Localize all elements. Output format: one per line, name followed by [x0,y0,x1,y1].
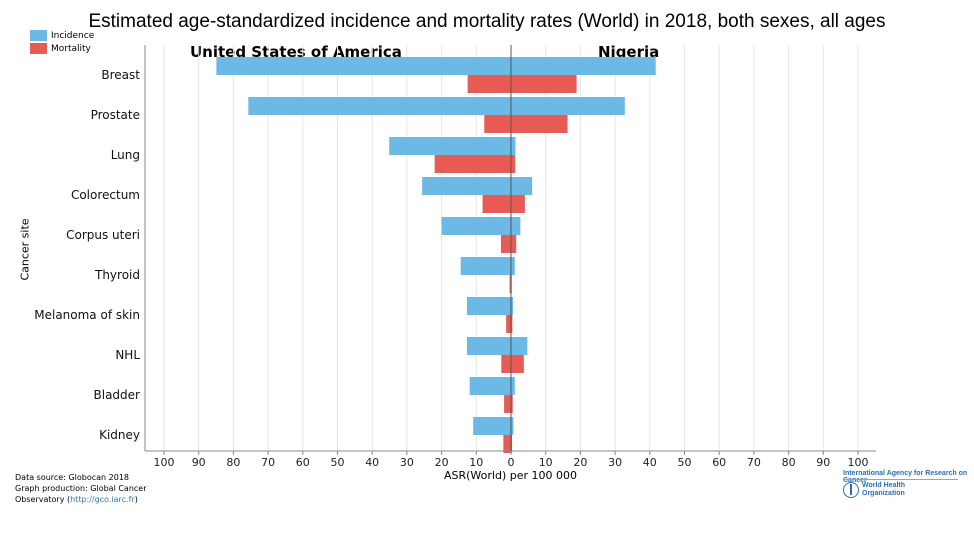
x-tick-label: 10 [539,456,553,469]
bar-incidence-prostate [248,97,625,115]
bar-mortality-kidney [503,435,513,453]
bar-mortality-prostate [484,115,568,133]
legend-swatch-incidence [30,30,47,41]
x-tick-label: 90 [192,456,206,469]
x-tick-label: 40 [643,456,657,469]
x-tick-label: 70 [261,456,275,469]
category-label: Kidney [99,428,140,442]
bar-mortality-melanoma-of-skin [506,315,513,333]
iarc-logo-text: International Agency for Research on Can… [843,470,968,484]
x-tick-label: 0 [508,456,515,469]
bar-incidence-kidney [473,417,514,435]
bar-mortality-colorectum [482,195,525,213]
x-tick-label: 50 [678,456,692,469]
left-country-label: United States of America [190,43,402,61]
x-tick-label: 90 [816,456,830,469]
chart-title: Estimated age-standardized incidence and… [88,11,886,32]
bar-incidence-colorectum [422,177,533,195]
category-label: Melanoma of skin [34,308,140,322]
footer-line-production: Graph production: Global Cancer [15,484,147,493]
footer-credits: Data source: Globocan 2018 Graph product… [15,472,147,505]
x-tick-label: 20 [573,456,587,469]
who-logo: World Health Organization [843,482,905,498]
who-line1: World Health [862,482,906,489]
bar-mortality-bladder [504,395,513,413]
x-tick-label: 100 [848,456,869,469]
footer-line-source: Data source: Globocan 2018 [15,473,130,482]
bar-mortality-corpus-uteri [500,235,517,253]
category-label: Lung [111,148,140,162]
category-label: Prostate [91,108,140,122]
x-tick-label: 80 [226,456,240,469]
bar-incidence-lung [389,137,516,155]
gco-link[interactable]: http://gco.iarc.fr [70,495,135,504]
bar-incidence-bladder [469,377,515,395]
bar-mortality-lung [434,155,516,173]
x-tick-label: 40 [365,456,379,469]
category-label: Thyroid [94,268,140,282]
bar-mortality-nhl [501,355,524,373]
x-tick-label: 30 [400,456,414,469]
legend-label-mortality: Mortality [51,43,91,54]
legend-swatch-mortality [30,43,47,54]
x-tick-label: 100 [154,456,175,469]
bar-incidence-breast [216,57,656,75]
category-label: Breast [101,68,140,82]
footer-line-observatory: Observatory (http://gco.iarc.fr) [15,494,147,505]
right-country-label: Nigeria [598,43,660,61]
category-label: Bladder [94,388,141,402]
legend: Incidence Mortality [30,29,94,55]
footer-suffix: ) [134,495,138,504]
who-line2: Organization [862,490,905,497]
x-tick-label: 50 [331,456,345,469]
legend-item-mortality[interactable]: Mortality [30,42,94,55]
x-tick-label: 10 [469,456,483,469]
x-axis-label: ASR(World) per 100 000 [443,469,577,482]
logo-divider [843,479,958,480]
who-logo-text: World Health Organization [862,482,905,498]
bar-incidence-nhl [466,337,528,355]
x-tick-label: 60 [296,456,310,469]
bar-incidence-corpus-uteri [441,217,521,235]
x-tick-label: 70 [747,456,761,469]
x-tick-label: 60 [712,456,726,469]
legend-label-incidence: Incidence [51,30,95,41]
legend-item-incidence[interactable]: Incidence [30,29,94,42]
category-label: Corpus uteri [66,228,140,242]
bar-incidence-melanoma-of-skin [466,297,514,315]
who-emblem-icon [843,482,859,498]
x-tick-label: 30 [608,456,622,469]
x-tick-label: 80 [782,456,796,469]
footer-prefix: Observatory ( [15,495,71,504]
category-label: NHL [115,348,140,362]
bar-mortality-breast [467,75,577,93]
category-label: Colorectum [71,188,140,202]
bar-incidence-thyroid [460,257,515,275]
x-tick-label: 20 [435,456,449,469]
